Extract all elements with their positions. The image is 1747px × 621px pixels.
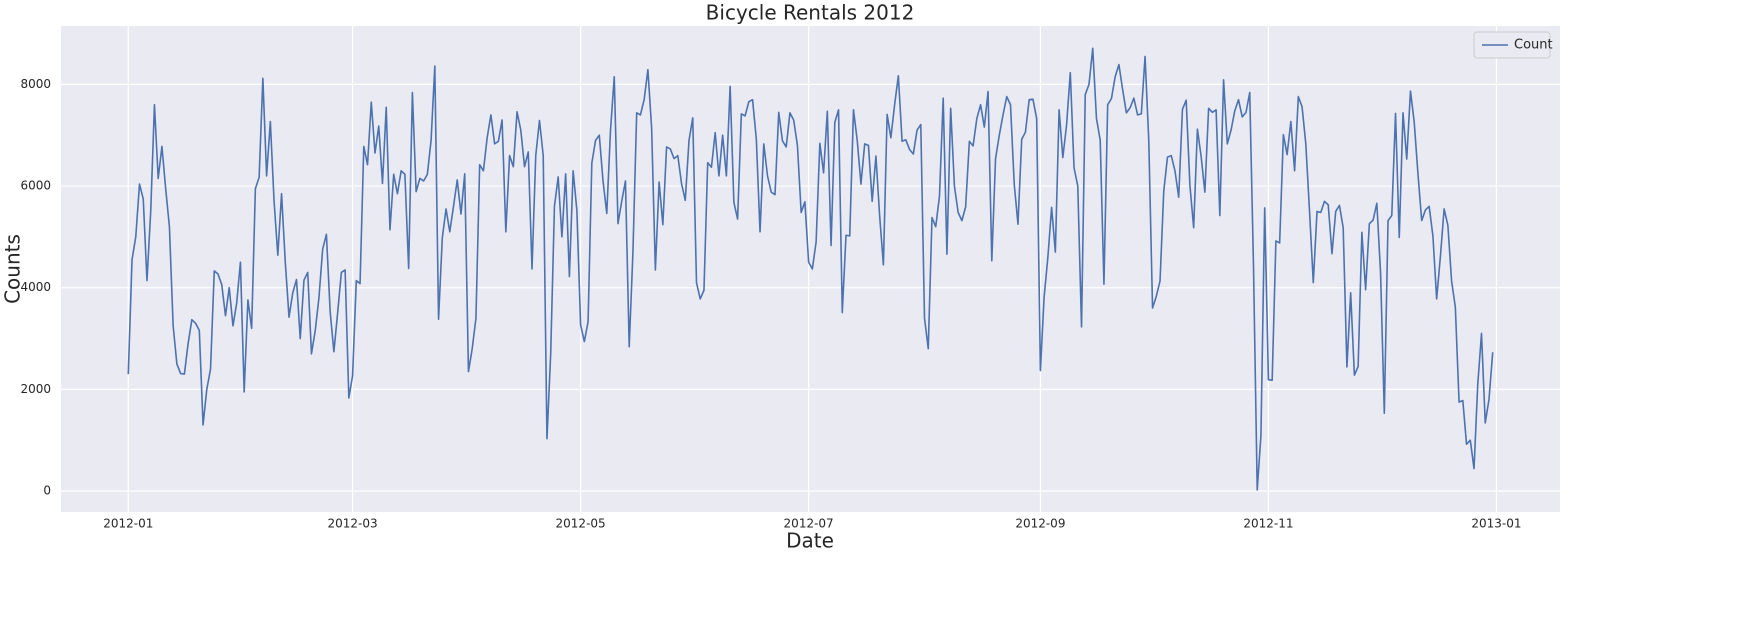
x-tick-label: 2013-01 (1471, 517, 1521, 531)
legend: Count (1473, 31, 1553, 59)
legend-box (1473, 31, 1551, 59)
legend-label: Count (1514, 38, 1553, 53)
y-axis-label: Counts (1, 234, 25, 304)
x-tick-label: 2012-07 (784, 517, 834, 531)
y-tick-label: 6000 (20, 179, 51, 193)
chart-title: Bicycle Rentals 2012 (706, 1, 915, 25)
x-tick-label: 2012-09 (1015, 517, 1065, 531)
data-line (127, 47, 1494, 491)
y-tick-label: 2000 (20, 382, 51, 396)
y-tick-label: 4000 (20, 280, 51, 294)
plot-area (61, 26, 1560, 512)
x-tick-label: 2012-03 (328, 517, 378, 531)
x-tick-label: 2012-01 (103, 517, 153, 531)
x-tick-label: 2012-11 (1243, 517, 1293, 531)
x-axis-label: Date (786, 529, 834, 553)
y-tick-label: 0 (43, 484, 51, 498)
y-tick-label: 8000 (20, 77, 51, 91)
x-tick-label: 2012-05 (556, 517, 606, 531)
